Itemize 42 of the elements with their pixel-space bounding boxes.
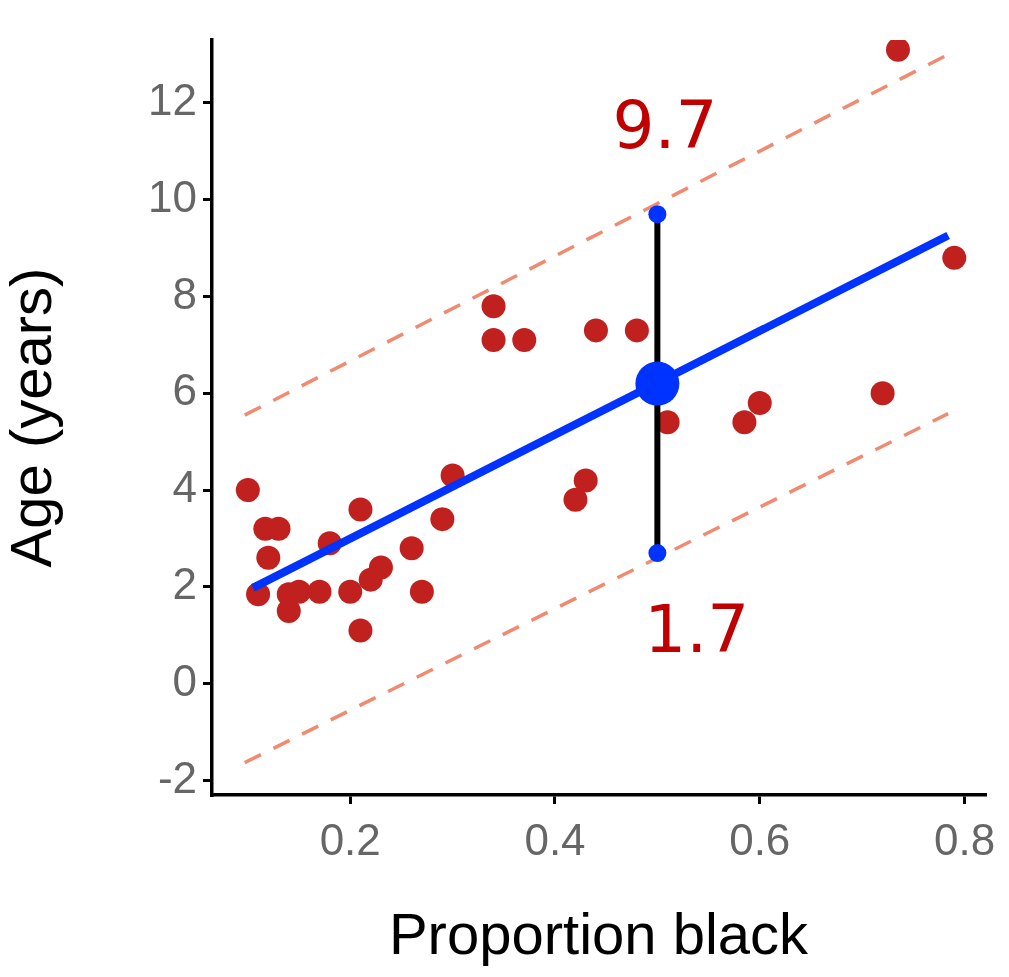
point (573, 468, 598, 493)
annotation: 1.7 (644, 591, 750, 669)
y-tick-label: 0 (172, 655, 197, 705)
x-tick-label: 0.8 (933, 814, 996, 864)
point (235, 478, 260, 503)
point (563, 487, 588, 512)
point (430, 507, 455, 532)
y-axis-title: Age (years) (0, 267, 63, 568)
point (256, 545, 281, 570)
point (885, 40, 910, 62)
x-tick-label: 0.4 (524, 814, 586, 864)
point (399, 536, 424, 561)
y-tick-label: 12 (148, 75, 197, 125)
point (870, 381, 895, 406)
point (747, 390, 772, 415)
point (307, 579, 332, 604)
point (338, 579, 363, 604)
y-tick-label: 2 (172, 559, 197, 609)
point (624, 318, 649, 343)
point (481, 294, 506, 319)
x-tick-label: 0.6 (729, 814, 791, 864)
x-axis-title: Proportion black (388, 901, 810, 967)
point (732, 410, 757, 435)
y-tick-label: -2 (157, 752, 197, 802)
annotation: 9.7 (612, 86, 718, 164)
point (648, 205, 667, 224)
point (648, 544, 667, 563)
y-tick-label: 6 (172, 365, 197, 415)
y-tick-label: 8 (172, 268, 197, 318)
point (583, 318, 608, 343)
y-tick-label: 4 (172, 462, 197, 512)
point (368, 555, 393, 580)
point (512, 328, 537, 353)
x-tick-label: 0.2 (319, 814, 381, 864)
point (276, 599, 301, 624)
point (481, 328, 506, 353)
point (348, 497, 373, 522)
point (348, 618, 373, 643)
y-tick-label: 10 (148, 171, 197, 221)
point (635, 361, 680, 406)
point (942, 245, 967, 270)
point (409, 579, 434, 604)
